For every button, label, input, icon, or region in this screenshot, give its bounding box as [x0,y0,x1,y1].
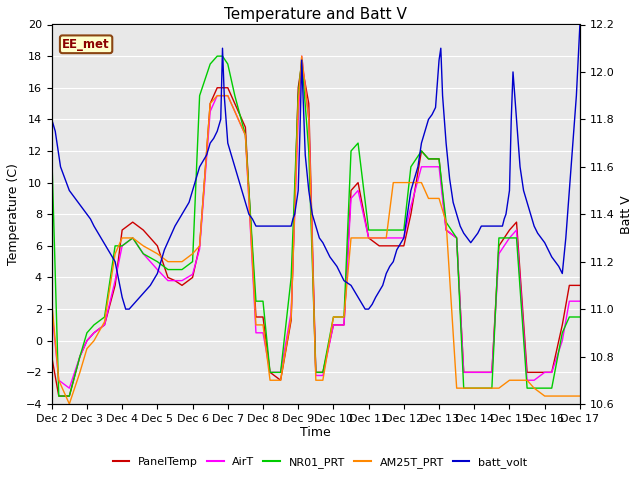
Title: Temperature and Batt V: Temperature and Batt V [225,7,407,22]
Text: EE_met: EE_met [62,38,110,51]
Y-axis label: Batt V: Batt V [620,195,633,234]
Y-axis label: Temperature (C): Temperature (C) [7,163,20,265]
X-axis label: Time: Time [300,426,331,440]
Legend: PanelTemp, AirT, NR01_PRT, AM25T_PRT, batt_volt: PanelTemp, AirT, NR01_PRT, AM25T_PRT, ba… [108,452,532,472]
